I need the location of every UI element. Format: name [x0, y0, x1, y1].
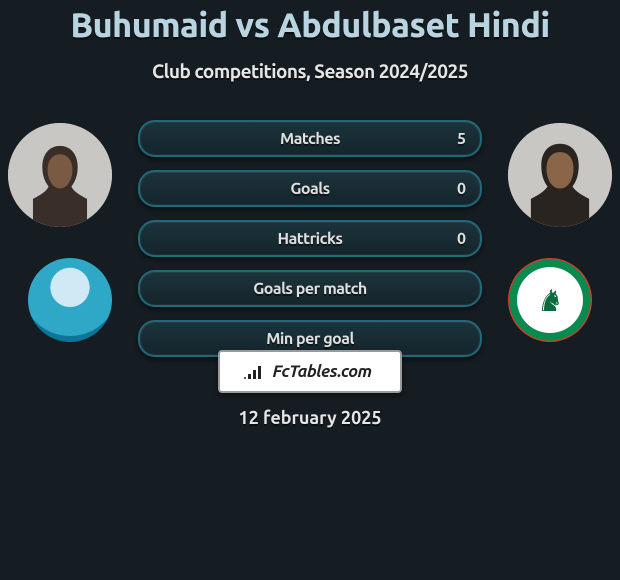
page-subtitle: Club competitions, Season 2024/2025 — [0, 60, 620, 82]
avatar-placeholder-icon — [8, 123, 112, 227]
player-left-avatar — [8, 123, 112, 227]
stat-label: Hattricks — [278, 230, 343, 248]
stat-row: Goals per match — [138, 270, 482, 307]
horse-icon: ♞ — [537, 285, 564, 315]
bars-icon — [248, 365, 266, 379]
date-label: 12 february 2025 — [0, 408, 620, 428]
stats-rows: Matches 5 Goals 0 Hattricks 0 Goals per … — [138, 120, 482, 370]
stat-label: Matches — [280, 130, 340, 148]
footer: FcTables.com — [0, 350, 620, 393]
stat-label: Goals per match — [253, 280, 367, 298]
stat-label: Goals — [290, 180, 329, 198]
stat-value-right: 5 — [457, 122, 466, 155]
source-badge: FcTables.com — [218, 350, 401, 393]
source-label: FcTables.com — [272, 362, 371, 381]
club-logo-right: ♞ — [508, 258, 592, 342]
stat-label: Min per goal — [266, 330, 354, 348]
avatar-placeholder-icon — [508, 123, 612, 227]
club-logo-left — [28, 258, 112, 342]
stat-row: Hattricks 0 — [138, 220, 482, 257]
stat-value-right: 0 — [457, 222, 466, 255]
page-title: Buhumaid vs Abdulbaset Hindi — [0, 6, 620, 44]
comparison-card: Buhumaid vs Abdulbaset Hindi Club compet… — [0, 0, 620, 580]
stat-row: Goals 0 — [138, 170, 482, 207]
stat-value-right: 0 — [457, 172, 466, 205]
player-right-avatar — [508, 123, 612, 227]
stat-row: Matches 5 — [138, 120, 482, 157]
